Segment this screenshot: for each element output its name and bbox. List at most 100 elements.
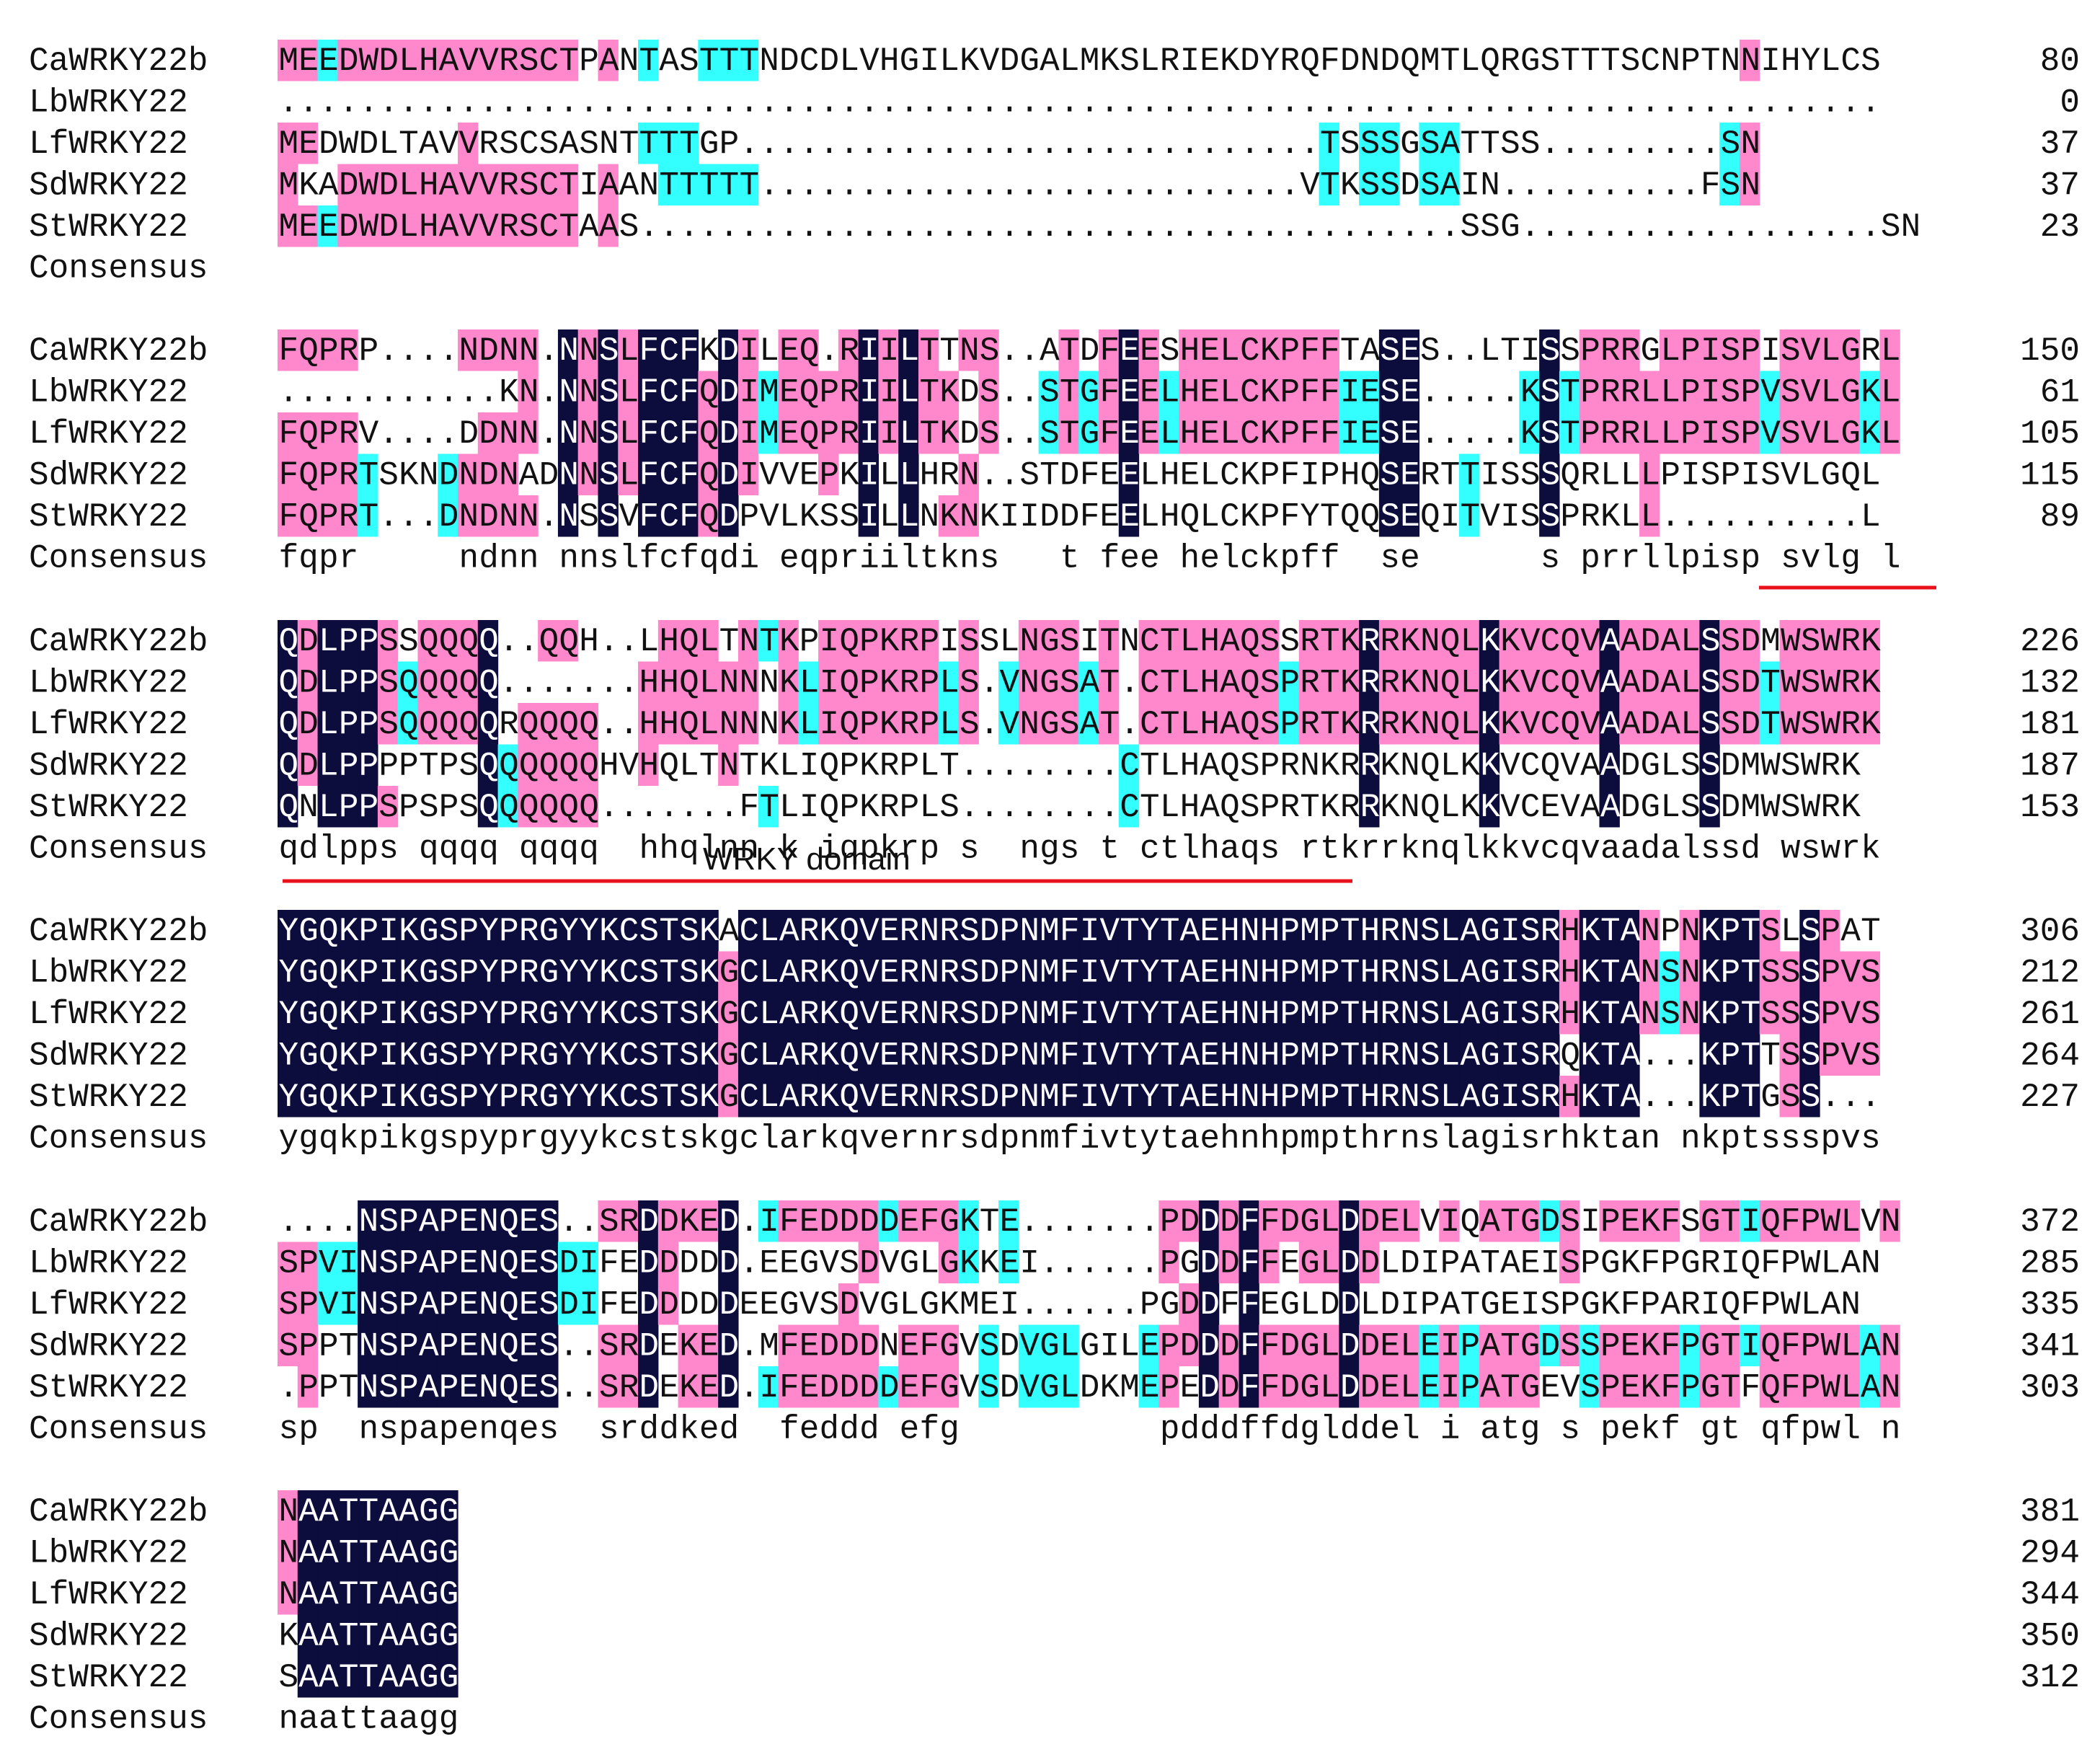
residue: E [1120, 457, 1140, 495]
residue: P [399, 1328, 419, 1366]
residue: F [1060, 1037, 1080, 1075]
residue: . [339, 1203, 359, 1241]
residue: H [659, 706, 679, 743]
residue: R [839, 332, 859, 370]
residue: . [1781, 84, 1801, 122]
residue: . [980, 748, 1000, 785]
residue-shade [798, 371, 819, 412]
residue: W [1760, 748, 1781, 785]
residue: . [880, 167, 900, 205]
residue: E [1400, 415, 1420, 453]
position-number: 381 [2020, 1493, 2080, 1531]
residue: T [1320, 125, 1340, 163]
residue: P [839, 789, 859, 826]
residue: Q [539, 623, 559, 660]
residue: S [1721, 665, 1741, 702]
residue: A [319, 1659, 339, 1696]
residue: D [1180, 1286, 1200, 1324]
residue: . [1621, 125, 1641, 163]
residue: S [1560, 332, 1580, 370]
residue: R [1380, 623, 1400, 660]
residue: . [599, 665, 619, 702]
residue: F [1220, 1286, 1240, 1324]
residue: R [839, 374, 859, 412]
residue: D [1740, 623, 1760, 660]
residue: . [339, 84, 359, 122]
residue: Q [839, 665, 859, 702]
residue: . [1060, 167, 1080, 205]
residue: L [619, 374, 639, 412]
residue: T [339, 1369, 359, 1407]
residue: I [1420, 1245, 1440, 1283]
residue: T [359, 457, 379, 495]
residue: H [1200, 665, 1220, 702]
residue: Y [479, 955, 499, 992]
residue: . [1541, 208, 1561, 246]
residue: . [359, 84, 379, 122]
residue: . [759, 125, 779, 163]
residue: H [1360, 913, 1381, 950]
residue: A [419, 1286, 439, 1324]
residue: A [599, 208, 619, 246]
residue: P [1660, 913, 1680, 950]
residue: E [1360, 415, 1381, 453]
residue: Q [839, 1037, 859, 1075]
position-number: 344 [2020, 1576, 2080, 1614]
residue: S [1060, 706, 1080, 743]
residue: Y [579, 996, 599, 1033]
residue: Q [319, 913, 339, 950]
residue: F [679, 332, 699, 370]
residue: S [599, 415, 619, 453]
residue: S [1781, 789, 1801, 826]
residue: Q [699, 415, 719, 453]
residue: E [1380, 1328, 1400, 1366]
residue: . [939, 208, 960, 246]
residue: L [900, 457, 920, 495]
residue: E [459, 1245, 479, 1283]
residue: I [880, 415, 900, 453]
residue: G [799, 1245, 820, 1283]
residue: A [599, 167, 619, 205]
residue: K [699, 332, 719, 370]
residue-shade [397, 205, 419, 247]
residue: T [919, 332, 939, 370]
residue: K [960, 1245, 980, 1283]
residue: E [1200, 996, 1220, 1033]
residue: D [339, 43, 359, 80]
residue: N [1740, 43, 1760, 80]
residue: . [579, 1328, 599, 1366]
residue: D [559, 1286, 579, 1324]
sequence-name: StWRKY22 [29, 1079, 188, 1116]
residue: I [739, 457, 759, 495]
residue-shade [518, 329, 539, 371]
residue: . [1080, 748, 1100, 785]
residue: L [919, 789, 939, 826]
residue: . [519, 623, 539, 660]
residue: . [1740, 498, 1760, 536]
residue: C [1140, 706, 1160, 743]
residue: R [519, 1079, 539, 1116]
residue: G [1300, 1369, 1320, 1407]
residue: P [339, 706, 359, 743]
residue: I [579, 1286, 599, 1324]
residue: N [359, 1286, 379, 1324]
residue: A [1440, 167, 1461, 205]
residue: I [1541, 1245, 1561, 1283]
residue: A [519, 457, 539, 495]
residue: R [1360, 748, 1381, 785]
residue: D [1380, 1286, 1400, 1324]
residue: D [1080, 332, 1100, 370]
residue: . [919, 208, 939, 246]
residue: H [1560, 913, 1580, 950]
position-number: 372 [2020, 1203, 2080, 1241]
residue: P [579, 43, 599, 80]
residue: T [699, 43, 719, 80]
residue: N [759, 706, 779, 743]
residue: Q [319, 996, 339, 1033]
residue: H [1260, 913, 1280, 950]
residue: A [1660, 706, 1680, 743]
residue: N [459, 498, 479, 536]
residue: N [719, 748, 740, 785]
residue: E [1260, 1286, 1280, 1324]
residue: . [659, 84, 679, 122]
